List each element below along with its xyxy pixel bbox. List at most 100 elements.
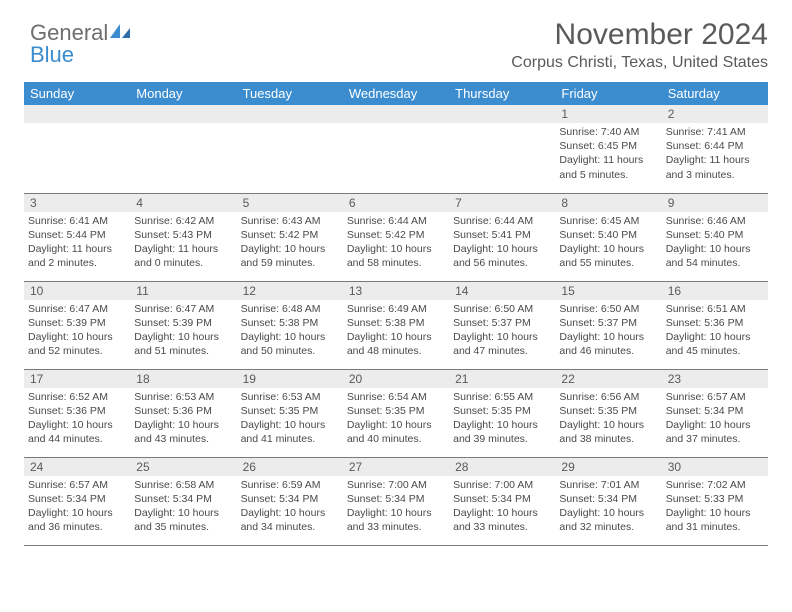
sun-info: Sunrise: 7:00 AMSunset: 5:34 PMDaylight:… bbox=[453, 478, 551, 535]
day-header: Monday bbox=[130, 82, 236, 105]
calendar-week: 3 Sunrise: 6:41 AMSunset: 5:44 PMDaylight… bbox=[24, 193, 768, 281]
day-number: 25 bbox=[130, 458, 236, 476]
day-number: 10 bbox=[24, 282, 130, 300]
sun-info: Sunrise: 7:40 AMSunset: 6:45 PMDaylight:… bbox=[559, 125, 657, 182]
day-header: Saturday bbox=[662, 82, 768, 105]
sun-info: Sunrise: 6:56 AMSunset: 5:35 PMDaylight:… bbox=[559, 390, 657, 447]
empty-cell bbox=[24, 105, 130, 193]
day-number: 20 bbox=[343, 370, 449, 388]
day-number: 15 bbox=[555, 282, 661, 300]
calendar-cell: 6Sunrise: 6:44 AMSunset: 5:42 PMDaylight… bbox=[343, 193, 449, 281]
day-number: 21 bbox=[449, 370, 555, 388]
sun-info: Sunrise: 6:54 AMSunset: 5:35 PMDaylight:… bbox=[347, 390, 445, 447]
calendar-week: 1 Sunrise: 7:40 AMSunset: 6:45 PMDaylight… bbox=[24, 105, 768, 193]
day-number: 26 bbox=[237, 458, 343, 476]
day-header-row: SundayMondayTuesdayWednesdayThursdayFrid… bbox=[24, 82, 768, 105]
calendar-cell: 24Sunrise: 6:57 AMSunset: 5:34 PMDayligh… bbox=[24, 457, 130, 545]
day-number: 17 bbox=[24, 370, 130, 388]
calendar-week: 17 Sunrise: 6:52 AMSunset: 5:36 PMDayligh… bbox=[24, 369, 768, 457]
sun-info: Sunrise: 6:49 AMSunset: 5:38 PMDaylight:… bbox=[347, 302, 445, 359]
day-header: Sunday bbox=[24, 82, 130, 105]
calendar-cell: 7Sunrise: 6:44 AMSunset: 5:41 PMDaylight… bbox=[449, 193, 555, 281]
calendar-cell: 2 Sunrise: 7:41 AMSunset: 6:44 PMDaylight… bbox=[662, 105, 768, 193]
calendar-cell: 15 Sunrise: 6:50 AMSunset: 5:37 PMDayligh… bbox=[555, 281, 661, 369]
day-number: 6 bbox=[343, 194, 449, 212]
page-header: November 2024 Corpus Christi, Texas, Uni… bbox=[24, 18, 768, 72]
sun-info: Sunrise: 6:48 AMSunset: 5:38 PMDaylight:… bbox=[241, 302, 339, 359]
calendar-location: Corpus Christi, Texas, United States bbox=[24, 54, 768, 72]
day-number: 1 bbox=[555, 105, 661, 123]
empty-cell bbox=[130, 105, 236, 193]
calendar-cell: 12Sunrise: 6:48 AMSunset: 5:38 PMDayligh… bbox=[237, 281, 343, 369]
calendar-cell: 3 Sunrise: 6:41 AMSunset: 5:44 PMDaylight… bbox=[24, 193, 130, 281]
calendar-cell: 27 Sunrise: 7:00 AMSunset: 5:34 PMDayligh… bbox=[343, 457, 449, 545]
sun-info: Sunrise: 6:58 AMSunset: 5:34 PMDaylight:… bbox=[134, 478, 232, 535]
day-number-blank bbox=[24, 105, 130, 123]
day-number: 8 bbox=[555, 194, 661, 212]
day-number: 24 bbox=[24, 458, 130, 476]
empty-cell bbox=[449, 105, 555, 193]
calendar-cell: 19Sunrise: 6:53 AMSunset: 5:35 PMDayligh… bbox=[237, 369, 343, 457]
empty-cell bbox=[237, 105, 343, 193]
calendar-cell: 10 Sunrise: 6:47 AMSunset: 5:39 PMDayligh… bbox=[24, 281, 130, 369]
day-number: 9 bbox=[662, 194, 768, 212]
day-number: 22 bbox=[555, 370, 661, 388]
sun-info: Sunrise: 6:43 AMSunset: 5:42 PMDaylight:… bbox=[241, 214, 339, 271]
day-number: 14 bbox=[449, 282, 555, 300]
day-number: 18 bbox=[130, 370, 236, 388]
calendar-grid: SundayMondayTuesdayWednesdayThursdayFrid… bbox=[24, 82, 768, 546]
day-number: 3 bbox=[24, 194, 130, 212]
day-number: 29 bbox=[555, 458, 661, 476]
day-header: Friday bbox=[555, 82, 661, 105]
day-header: Thursday bbox=[449, 82, 555, 105]
sun-info: Sunrise: 6:45 AMSunset: 5:40 PMDaylight:… bbox=[559, 214, 657, 271]
empty-cell bbox=[343, 105, 449, 193]
day-number: 2 bbox=[662, 105, 768, 123]
sun-info: Sunrise: 6:55 AMSunset: 5:35 PMDaylight:… bbox=[453, 390, 551, 447]
calendar-cell: 30Sunrise: 7:02 AMSunset: 5:33 PMDayligh… bbox=[662, 457, 768, 545]
sun-info: Sunrise: 6:50 AMSunset: 5:37 PMDaylight:… bbox=[559, 302, 657, 359]
calendar-cell: 16 Sunrise: 6:51 AMSunset: 5:36 PMDayligh… bbox=[662, 281, 768, 369]
calendar-title: November 2024 bbox=[24, 18, 768, 52]
day-number: 11 bbox=[130, 282, 236, 300]
day-number: 23 bbox=[662, 370, 768, 388]
calendar-cell: 26 Sunrise: 6:59 AMSunset: 5:34 PMDayligh… bbox=[237, 457, 343, 545]
calendar-cell: 20 Sunrise: 6:54 AMSunset: 5:35 PMDayligh… bbox=[343, 369, 449, 457]
calendar-cell: 17 Sunrise: 6:52 AMSunset: 5:36 PMDayligh… bbox=[24, 369, 130, 457]
day-number: 4 bbox=[130, 194, 236, 212]
calendar-cell: 13 Sunrise: 6:49 AMSunset: 5:38 PMDayligh… bbox=[343, 281, 449, 369]
day-header: Tuesday bbox=[237, 82, 343, 105]
calendar-cell: 4 Sunrise: 6:42 AMSunset: 5:43 PMDaylight… bbox=[130, 193, 236, 281]
sun-info: Sunrise: 6:47 AMSunset: 5:39 PMDaylight:… bbox=[28, 302, 126, 359]
day-number-blank bbox=[130, 105, 236, 123]
day-number: 13 bbox=[343, 282, 449, 300]
sun-info: Sunrise: 6:44 AMSunset: 5:41 PMDaylight:… bbox=[453, 214, 551, 271]
day-number-blank bbox=[343, 105, 449, 123]
day-number: 5 bbox=[237, 194, 343, 212]
sun-info: Sunrise: 7:00 AMSunset: 5:34 PMDaylight:… bbox=[347, 478, 445, 535]
sun-info: Sunrise: 7:41 AMSunset: 6:44 PMDaylight:… bbox=[666, 125, 764, 182]
sun-info: Sunrise: 6:52 AMSunset: 5:36 PMDaylight:… bbox=[28, 390, 126, 447]
sun-info: Sunrise: 6:47 AMSunset: 5:39 PMDaylight:… bbox=[134, 302, 232, 359]
sun-info: Sunrise: 6:59 AMSunset: 5:34 PMDaylight:… bbox=[241, 478, 339, 535]
calendar-cell: 9Sunrise: 6:46 AMSunset: 5:40 PMDaylight… bbox=[662, 193, 768, 281]
brand-word2: Blue bbox=[30, 44, 132, 66]
day-number: 16 bbox=[662, 282, 768, 300]
sun-info: Sunrise: 6:42 AMSunset: 5:43 PMDaylight:… bbox=[134, 214, 232, 271]
calendar-cell: 25 Sunrise: 6:58 AMSunset: 5:34 PMDayligh… bbox=[130, 457, 236, 545]
calendar-cell: 11 Sunrise: 6:47 AMSunset: 5:39 PMDayligh… bbox=[130, 281, 236, 369]
calendar-cell: 28 Sunrise: 7:00 AMSunset: 5:34 PMDayligh… bbox=[449, 457, 555, 545]
day-number-blank bbox=[449, 105, 555, 123]
calendar-cell: 29Sunrise: 7:01 AMSunset: 5:34 PMDayligh… bbox=[555, 457, 661, 545]
day-number: 27 bbox=[343, 458, 449, 476]
sun-info: Sunrise: 6:41 AMSunset: 5:44 PMDaylight:… bbox=[28, 214, 126, 271]
calendar-cell: 22 Sunrise: 6:56 AMSunset: 5:35 PMDayligh… bbox=[555, 369, 661, 457]
sun-info: Sunrise: 6:57 AMSunset: 5:34 PMDaylight:… bbox=[666, 390, 764, 447]
sun-info: Sunrise: 6:51 AMSunset: 5:36 PMDaylight:… bbox=[666, 302, 764, 359]
calendar-cell: 8 Sunrise: 6:45 AMSunset: 5:40 PMDaylight… bbox=[555, 193, 661, 281]
calendar-cell: 5 Sunrise: 6:43 AMSunset: 5:42 PMDaylight… bbox=[237, 193, 343, 281]
day-number: 28 bbox=[449, 458, 555, 476]
calendar-cell: 18 Sunrise: 6:53 AMSunset: 5:36 PMDayligh… bbox=[130, 369, 236, 457]
sun-info: Sunrise: 6:53 AMSunset: 5:36 PMDaylight:… bbox=[134, 390, 232, 447]
day-number-blank bbox=[237, 105, 343, 123]
